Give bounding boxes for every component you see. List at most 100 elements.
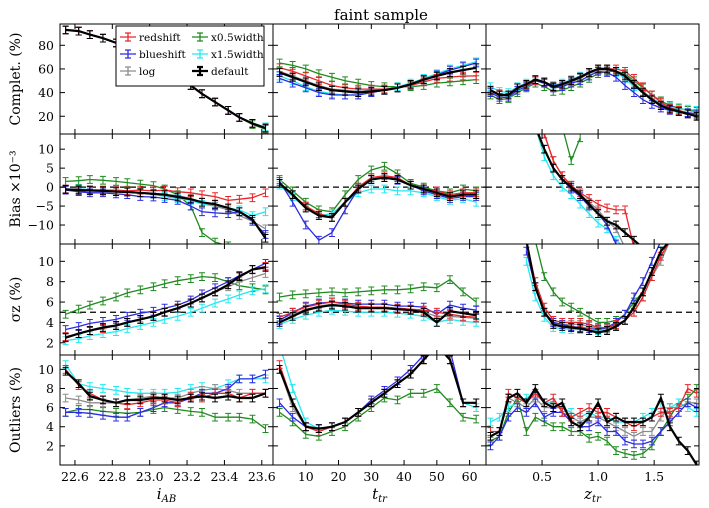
series-line-log [278,355,477,430]
data-point-x0.5width [315,288,322,298]
x-tick-label: 23.6 [248,469,276,484]
data-point-default [75,329,82,338]
y-tick-label: −5 [36,199,54,214]
panel-compl-ttr [272,23,487,135]
data-point-default [199,293,205,303]
data-point-x1.5width [595,218,602,228]
data-point-redshift [595,199,602,209]
y-tick-label: 8 [46,381,54,396]
y-tick-label: 10 [38,142,54,157]
chart-title: faint sample [334,6,428,24]
data-point-blueshift [86,408,93,418]
data-point-x0.5width [394,285,401,295]
panel-frame [485,23,700,135]
data-point-x0.5width [124,178,131,187]
data-point-blueshift [613,239,620,244]
data-point-default [487,431,494,441]
data-point-default [559,322,566,331]
data-point-default [355,184,362,194]
data-point-default [161,190,168,200]
data-point-x1.5width [187,307,194,317]
series-line-x0.5width [279,62,477,88]
data-point-default [550,403,557,412]
data-point-blueshift [648,436,655,446]
data-point-default [630,302,637,312]
legend-item-blueshift: blueshift [120,49,186,61]
data-point-default [577,422,584,432]
x-axis-label-iab: iAB [157,485,176,505]
legend-box [115,25,265,87]
series-line-x1.5width [65,288,266,342]
data-point-blueshift [124,412,131,422]
data-point-default [225,105,232,115]
data-point-blueshift [199,207,205,217]
series-line-x0.5width [279,387,477,437]
series-line-log [543,134,624,244]
data-point-default [675,107,682,116]
y-tick-label: 4 [46,419,54,434]
data-point-default [225,203,232,213]
data-point-default [381,173,388,182]
data-point-default [174,395,181,405]
data-point-x0.5width [523,427,530,436]
data-point-default [99,186,106,196]
x-tick-label: 1.0 [588,469,608,484]
data-point-default [124,395,131,405]
data-point-default [225,391,232,401]
data-point-default [648,267,655,276]
series-line-blueshift [279,355,477,430]
data-point-x1.5width [99,384,106,393]
panel-outl-ztr: 0.5 1.0 1.5 [485,354,700,484]
data-point-blueshift [586,422,593,432]
data-point-default [249,265,256,274]
data-point-default [496,90,503,100]
data-point-default [225,280,232,290]
data-point-default [99,33,106,43]
y-tick-label: 4 [46,315,54,330]
data-point-x0.5width [113,177,120,186]
data-point-default [604,326,611,335]
data-point-blueshift [328,228,335,237]
data-point-default [355,88,362,97]
y-tick-label: 20 [38,109,54,124]
legend-label: default [211,66,249,78]
data-point-default [302,422,309,432]
data-point-default [577,72,584,82]
data-point-x0.5width [212,237,219,244]
data-point-default [604,417,611,427]
data-point-default [187,194,194,204]
data-point-default [407,305,414,315]
data-point-default [613,412,620,422]
data-point-default [568,76,575,86]
series-line-default [279,303,477,324]
data-point-default [648,95,655,105]
data-point-default [86,30,93,39]
data-point-default [407,180,414,190]
data-point-default [622,228,629,237]
data-point-x0.5width [639,449,646,458]
data-point-x0.5width [559,422,566,432]
data-point-x0.5width [407,388,414,398]
data-point-x0.5width [473,297,480,307]
data-point-blueshift [630,292,637,302]
data-point-redshift [613,205,620,215]
data-point-default [446,192,453,201]
data-point-default [315,424,322,434]
data-point-x1.5width [212,298,219,308]
data-point-default [532,75,539,84]
data-point-x0.5width [199,228,205,237]
data-point-default [328,300,335,310]
data-point-x0.5width [62,309,69,319]
data-point-x0.5width [381,161,388,171]
data-point-x0.5width [446,275,453,285]
data-point-x0.5width [381,285,388,295]
data-point-default [302,305,309,315]
data-point-x0.5width [212,273,219,282]
data-point-default [473,190,480,200]
data-point-x0.5width [577,307,584,317]
data-point-default [505,393,512,403]
data-point-default [342,301,349,311]
data-point-default [381,303,388,313]
data-point-default [262,263,269,272]
data-point-default [586,412,593,422]
